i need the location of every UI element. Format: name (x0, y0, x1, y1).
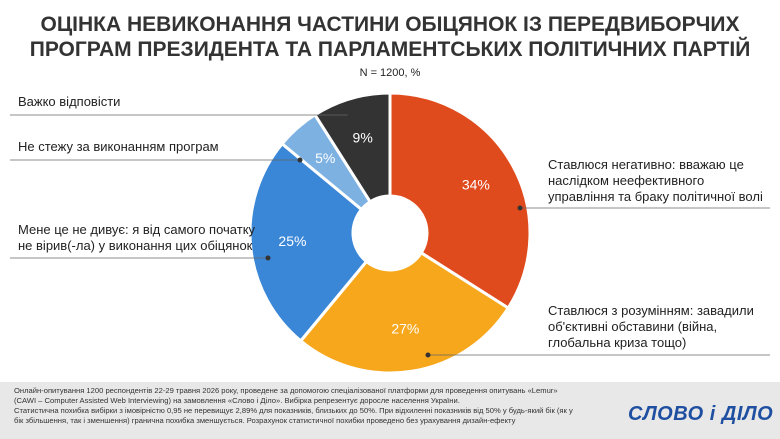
category-label: Ставлюся негативно: вважаю це наслідком … (548, 157, 763, 204)
chart: 34% 27% 25% 5% 9% (10, 91, 770, 375)
footnote: Онлайн-опитування 1200 респондентів 22-2… (14, 386, 574, 426)
leader-dot (517, 205, 523, 211)
leader-dot (347, 112, 353, 118)
value-label: 34% (462, 176, 490, 192)
category-label: Мене це не дивує: я від самого початку н… (18, 222, 256, 253)
leader-dot (265, 255, 271, 261)
leader-dot (297, 157, 303, 163)
footnote-text: Статистична похибка вибірки з імовірніст… (14, 406, 573, 425)
slice (312, 91, 392, 204)
value-label: 25% (278, 233, 306, 249)
chart-title: ОЦІНКА НЕВИКОНАННЯ ЧАСТИНИ ОБІЦЯНОК ІЗ П… (29, 13, 751, 61)
category-label: Ставлюся з розумінням: завадили об'єктив… (548, 303, 754, 350)
category-label: Не стежу за виконанням програм (18, 139, 219, 154)
footnote-text: Онлайн-опитування 1200 респондентів 22-2… (14, 386, 558, 405)
slice (298, 250, 511, 375)
logo: СЛОВО і ДІЛО (628, 403, 774, 425)
leader-dot (425, 352, 431, 358)
value-label: 27% (391, 320, 419, 336)
chart-subtitle: N = 1200, % (359, 67, 421, 79)
value-label: 9% (353, 130, 373, 146)
value-label: 5% (315, 150, 335, 166)
footer: Онлайн-опитування 1200 респондентів 22-2… (0, 382, 780, 439)
category-label: Важко відповісти (18, 94, 121, 109)
slice (248, 141, 369, 343)
